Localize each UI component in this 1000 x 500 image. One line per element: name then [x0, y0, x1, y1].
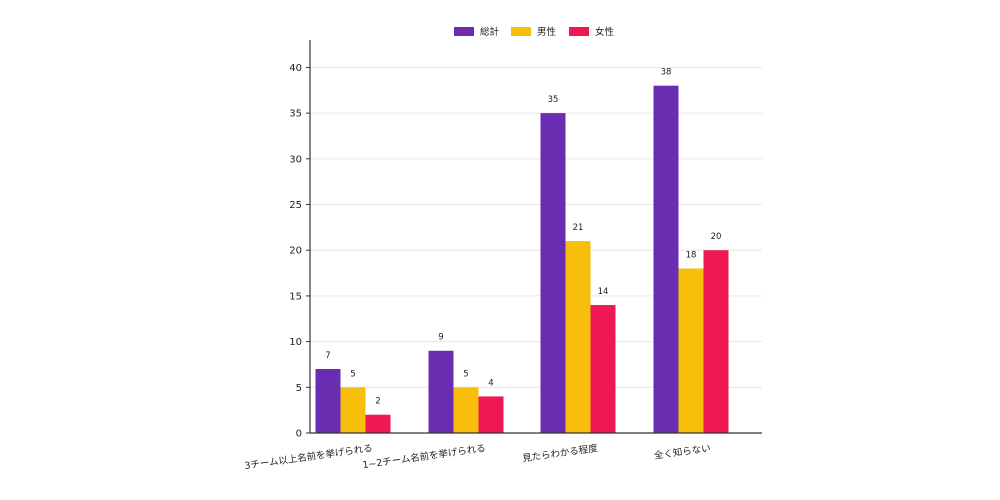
x-category-label: 見たらわかる程度: [521, 442, 598, 465]
data-label: 38: [661, 68, 672, 78]
legend-label: 女性: [595, 26, 615, 38]
bar: [703, 250, 729, 433]
bar: [365, 414, 391, 433]
data-label: 14: [598, 287, 609, 297]
bar: [678, 268, 704, 433]
y-tick-label: 40: [289, 63, 302, 74]
data-label: 21: [573, 223, 584, 233]
bar: [540, 113, 566, 434]
legend-swatch: [511, 27, 531, 36]
y-tick-label: 35: [289, 109, 302, 120]
data-label: 18: [686, 250, 697, 260]
legend-label: 男性: [537, 26, 557, 38]
y-tick-label: 20: [289, 246, 302, 257]
x-category-label: 1~2チーム名前を挙げられる: [362, 442, 487, 471]
y-tick-label: 30: [289, 154, 302, 165]
y-tick-label: 15: [289, 291, 302, 302]
x-category-label: 全く知らない: [653, 442, 711, 462]
bar: [653, 85, 679, 433]
grid-lines: [310, 66, 762, 388]
legend-swatch: [454, 27, 474, 36]
legend-swatch: [569, 27, 589, 36]
data-label: 5: [463, 369, 468, 379]
legend-label: 総計: [480, 26, 500, 38]
y-axis-ticks: 0 5 10 15 20 25 30 35 40: [289, 63, 310, 440]
data-label: 35: [548, 95, 559, 105]
data-labels: 7 5 2 9 5 4 35 21 14 38 18 20: [325, 68, 721, 407]
axes-group: [309, 40, 762, 434]
legend: 総計 男性 女性: [454, 26, 615, 38]
bar: [590, 305, 616, 433]
data-label: 2: [375, 397, 380, 407]
x-category-label: 3チーム以上名前を挙げられる: [244, 442, 374, 472]
bar: [478, 396, 504, 433]
bars-group: [315, 85, 729, 434]
data-label: 5: [350, 369, 355, 379]
data-label: 20: [711, 232, 722, 242]
bar: [565, 241, 591, 433]
y-tick-label: 25: [289, 200, 302, 211]
y-tick-label: 5: [296, 383, 302, 394]
bar: [453, 387, 479, 433]
bar: [315, 369, 341, 433]
data-label: 7: [325, 351, 330, 361]
bar: [428, 350, 454, 433]
y-tick-label: 10: [289, 337, 302, 348]
data-label: 9: [438, 333, 443, 343]
y-tick-label: 0: [296, 429, 302, 440]
bar: [340, 387, 366, 433]
data-label: 4: [488, 378, 493, 388]
